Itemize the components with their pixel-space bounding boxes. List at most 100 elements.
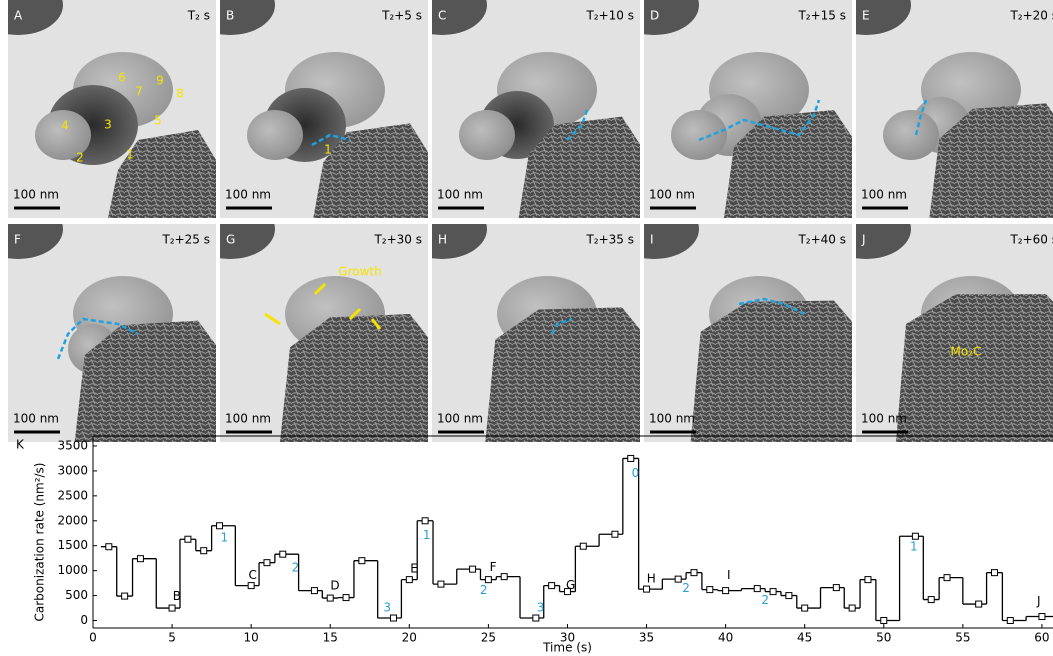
marker xyxy=(438,581,444,587)
panel-letter: F xyxy=(14,233,21,247)
annotation: E xyxy=(410,562,418,576)
annotation: J xyxy=(1036,594,1041,608)
marker xyxy=(754,586,760,592)
marker xyxy=(770,589,776,595)
panel-time: T₂+40 s xyxy=(797,233,846,247)
annotation: 2 xyxy=(480,583,488,597)
marker xyxy=(580,543,586,549)
panel-time: T₂+30 s xyxy=(373,233,422,247)
x-tick-label: 15 xyxy=(323,631,338,645)
marker xyxy=(217,523,223,529)
annotation: 2 xyxy=(682,581,690,595)
panel-letter: H xyxy=(438,233,447,247)
panel-time: T₂+5 s xyxy=(381,9,422,23)
marker xyxy=(549,583,555,589)
x-tick-label: 20 xyxy=(402,631,417,645)
panel-letter: I xyxy=(650,233,654,247)
marker xyxy=(485,577,491,583)
panel-annotation: Growth xyxy=(338,265,381,279)
annotation: C xyxy=(249,568,257,582)
annotation: B xyxy=(173,589,181,603)
annotation: 1 xyxy=(220,531,228,545)
annotation: 1 xyxy=(910,540,918,554)
scale-label: 100 nm xyxy=(649,412,695,426)
marker xyxy=(122,593,128,599)
panel-time: T₂+10 s xyxy=(585,9,634,23)
annotation: 3 xyxy=(537,601,545,615)
marker xyxy=(248,583,254,589)
panel-letter: K xyxy=(16,438,25,452)
carbide-region xyxy=(896,294,1053,442)
panel-time: T₂+35 s xyxy=(585,233,634,247)
panel-time: T₂ s xyxy=(187,9,210,23)
particle xyxy=(883,110,939,160)
marker xyxy=(849,605,855,611)
tem-image xyxy=(397,0,640,218)
panel-annotation: 7 xyxy=(135,85,143,99)
annotation: 0 xyxy=(632,466,640,480)
marker xyxy=(865,577,871,583)
marker xyxy=(833,585,839,591)
marker xyxy=(723,588,729,594)
panel-annotation: 8 xyxy=(176,87,184,101)
scale-label: 100 nm xyxy=(13,412,59,426)
marker xyxy=(280,551,286,557)
marker xyxy=(628,455,634,461)
marker xyxy=(343,595,349,601)
tem-panel: B T₂+5 s 100 nm 1 xyxy=(185,0,428,218)
y-tick-label: 500 xyxy=(65,588,88,602)
annotation: D xyxy=(330,579,339,593)
marker xyxy=(501,574,507,580)
y-tick-label: 3500 xyxy=(57,438,88,452)
tem-panel: I T₂+40 s 100 nm xyxy=(609,199,852,442)
marker xyxy=(137,556,143,562)
marker xyxy=(991,570,997,576)
scale-label: 100 nm xyxy=(225,188,271,202)
y-tick-label: 3000 xyxy=(57,463,88,477)
x-tick-label: 50 xyxy=(876,631,891,645)
annotation: 3 xyxy=(383,601,391,615)
annotation: 1 xyxy=(423,528,431,542)
marker xyxy=(201,548,207,554)
marker xyxy=(881,618,887,624)
panel-letter: B xyxy=(226,9,234,23)
marker xyxy=(675,576,681,582)
marker xyxy=(786,593,792,599)
annotation: H xyxy=(647,572,656,586)
marker xyxy=(390,615,396,621)
particle xyxy=(671,110,727,160)
panel-annotation: 9 xyxy=(156,74,164,88)
x-tick-label: 0 xyxy=(89,631,97,645)
scale-label: 100 nm xyxy=(861,412,907,426)
panel-annotation: Mo₂C xyxy=(951,345,982,359)
x-axis-title: Time (s) xyxy=(542,641,592,655)
marker xyxy=(185,536,191,542)
panel-letter: A xyxy=(14,9,23,23)
y-axis-title: Carbonization rate (nm²/s) xyxy=(33,463,47,622)
tem-panel: ET₂+20 s100 nm xyxy=(821,0,1053,218)
y-tick-label: 1000 xyxy=(57,563,88,577)
figure: AT₂ s100 nm123456789BT₂+5 s100 nm1CT₂+10… xyxy=(0,0,1053,656)
panel-letter: D xyxy=(650,9,659,23)
annotation: 2 xyxy=(292,561,300,575)
panel-annotation: 6 xyxy=(118,71,126,85)
x-tick-label: 40 xyxy=(718,631,733,645)
annotation: I xyxy=(727,568,731,582)
marker xyxy=(612,531,618,537)
x-tick-label: 60 xyxy=(1034,631,1049,645)
panel-annotation: 1 xyxy=(324,143,332,157)
x-tick-label: 55 xyxy=(955,631,970,645)
panel-letter: C xyxy=(438,9,446,23)
tem-panel: C T₂+10 s 100 nm xyxy=(397,0,640,218)
y-tick-label: 0 xyxy=(80,613,88,627)
tem-image xyxy=(185,0,428,218)
marker xyxy=(1007,618,1013,624)
scale-label: 100 nm xyxy=(437,188,483,202)
x-tick-label: 10 xyxy=(244,631,259,645)
tem-image xyxy=(821,0,1053,218)
y-tick-label: 1500 xyxy=(57,538,88,552)
marker xyxy=(470,566,476,572)
